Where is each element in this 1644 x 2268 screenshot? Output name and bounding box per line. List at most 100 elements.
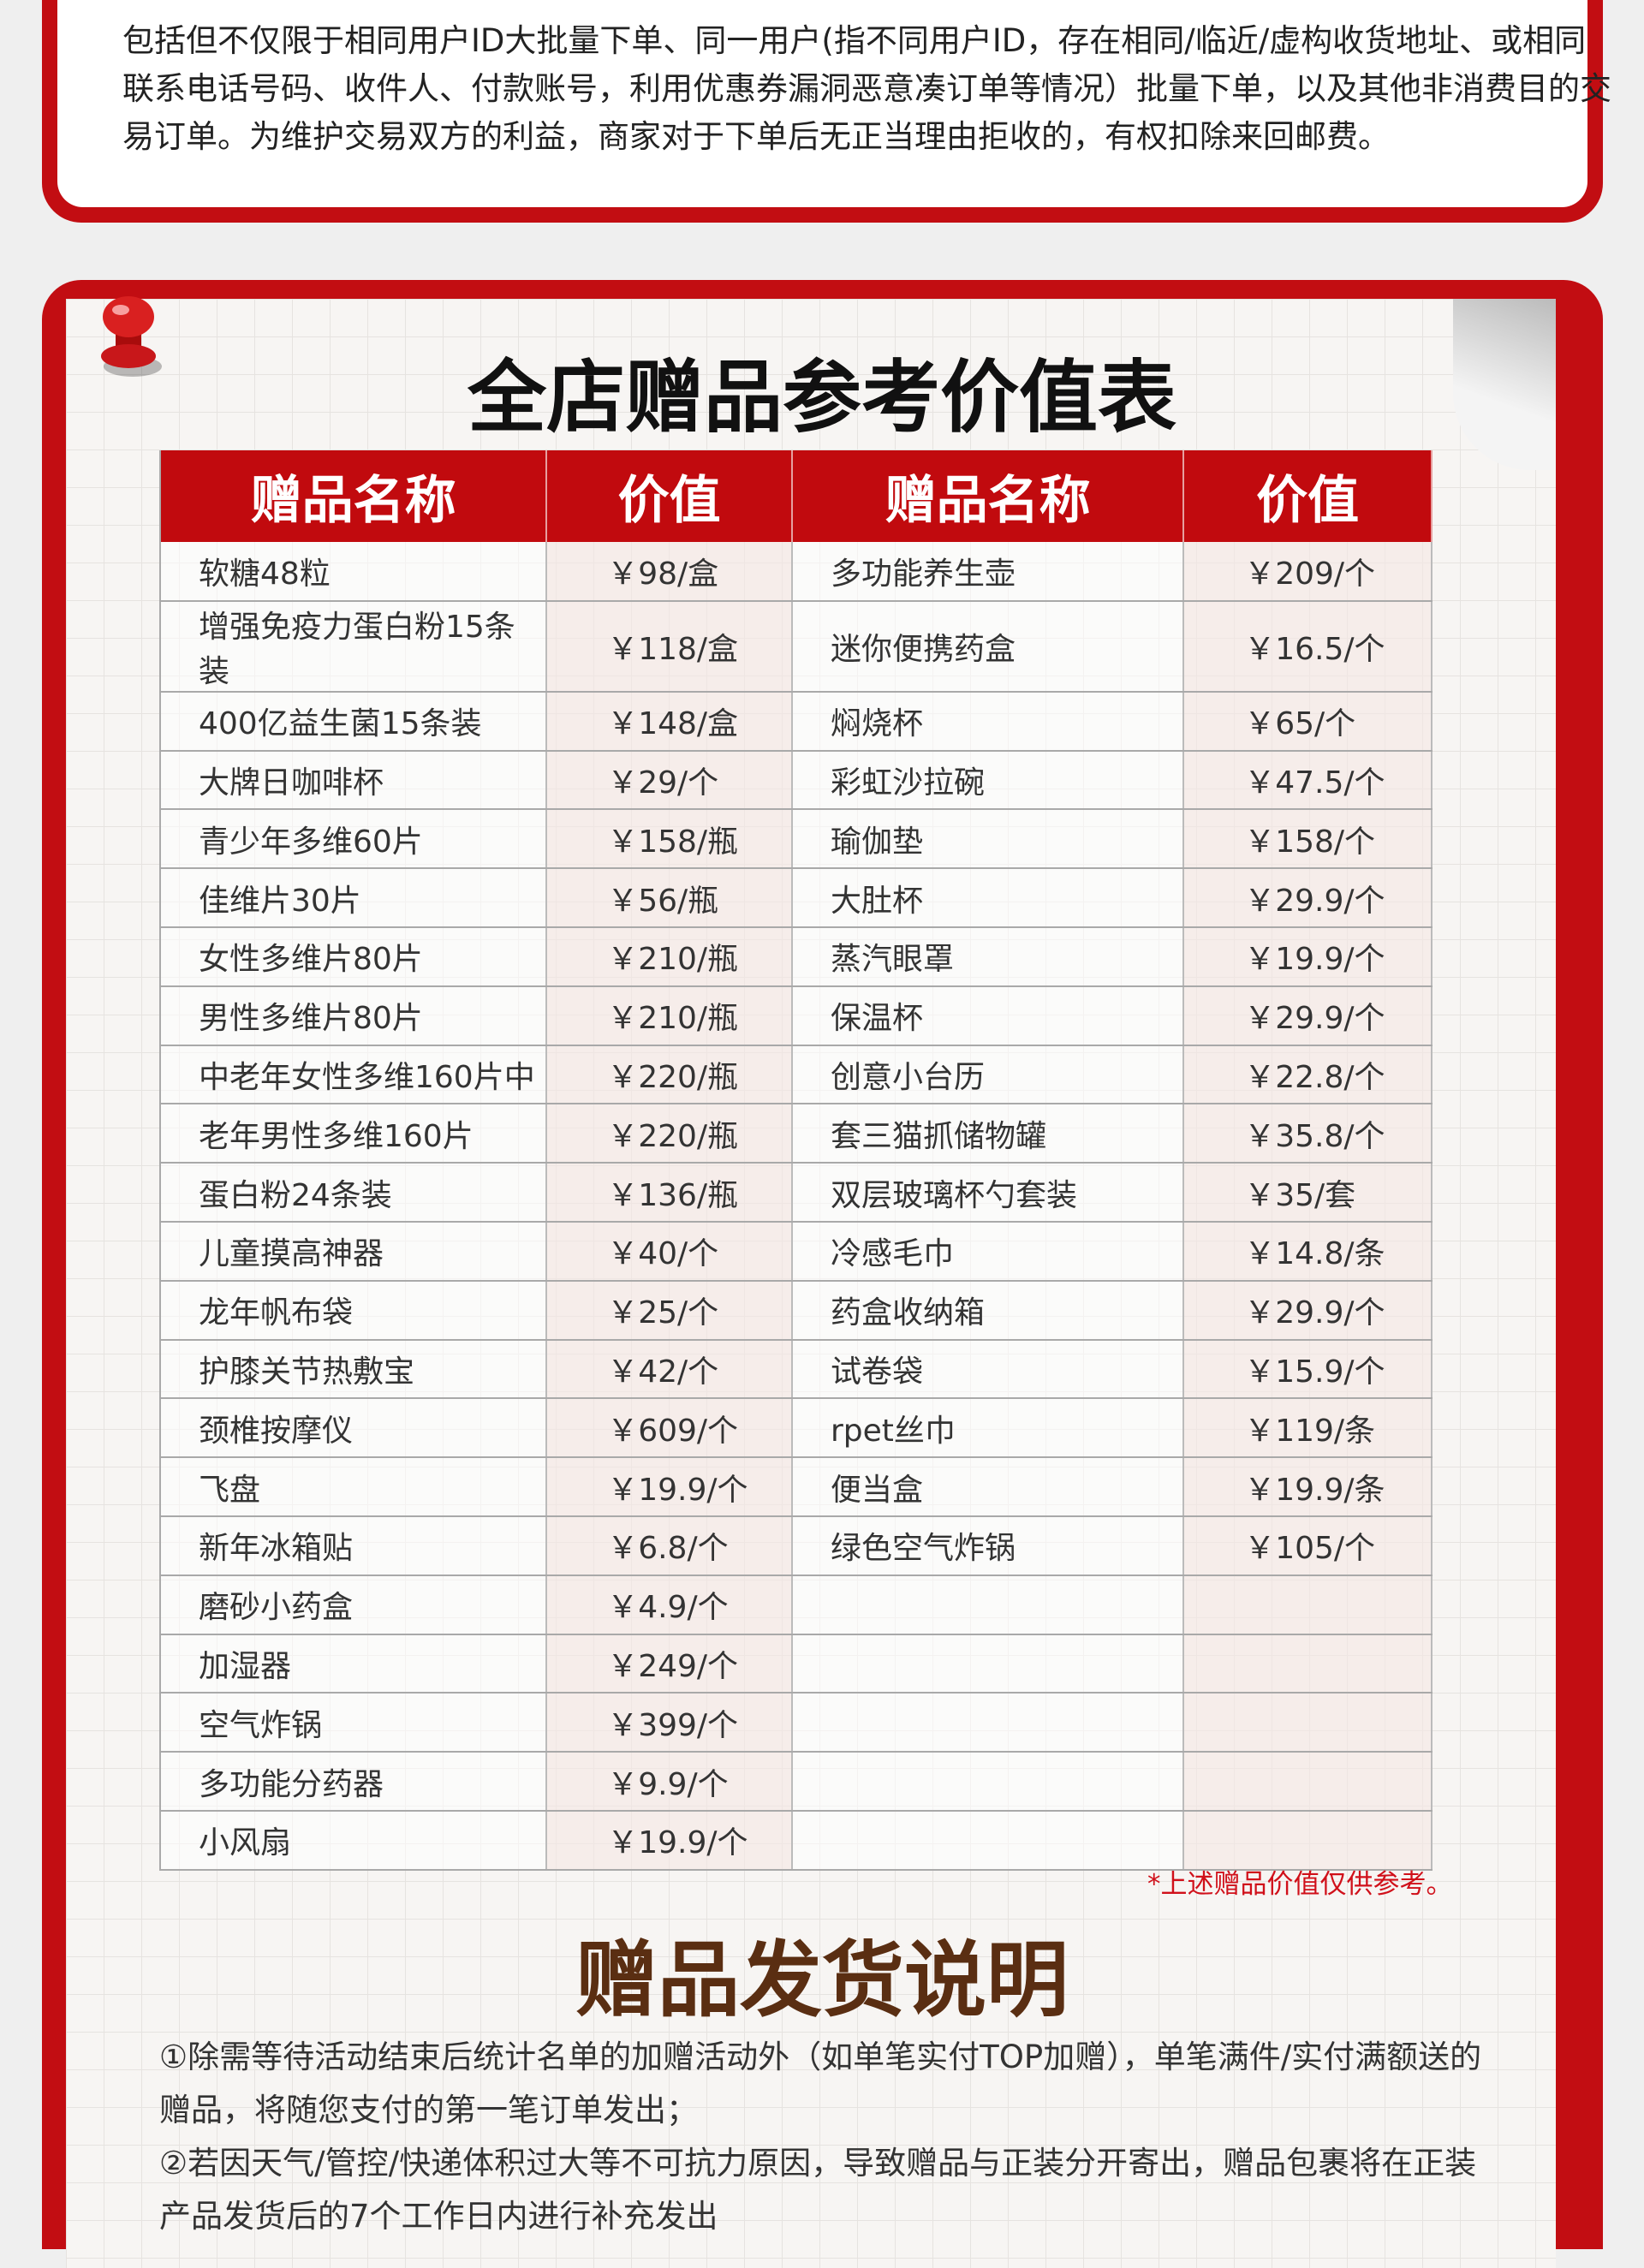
gift-value: ￥220/瓶 — [546, 1045, 793, 1105]
gift-name: 飞盘 — [160, 1457, 548, 1517]
gift-value: ￥29/个 — [546, 750, 793, 811]
gift-name: 彩虹沙拉碗 — [791, 750, 1185, 811]
gift-value — [1183, 1693, 1433, 1753]
gift-value: ￥210/瓶 — [546, 985, 793, 1046]
gift-name: 蒸汽眼罩 — [791, 926, 1185, 987]
gift-name: 龙年帆布袋 — [160, 1280, 548, 1341]
table-row: 儿童摸高神器 ￥40/个 冷感毛巾 ￥14.8/条 — [160, 1221, 1433, 1282]
gift-value: ￥4.9/个 — [546, 1575, 793, 1635]
gift-name: rpet丝巾 — [791, 1398, 1185, 1459]
notice-text: 包括但不仅限于相同用户ID大批量下单、同一用户(指不同用户ID，存在相同/临近/… — [122, 22, 1611, 155]
gift-value: ￥119/条 — [1183, 1398, 1433, 1459]
gift-value: ￥609/个 — [546, 1398, 793, 1459]
gift-name: 双层玻璃杯勺套装 — [791, 1163, 1185, 1223]
footnote: *上述赠品价值仅供参考。 — [1147, 1869, 1453, 1900]
gift-value: ￥136/瓶 — [546, 1163, 793, 1223]
gift-name: 女性多维片80片 — [160, 926, 548, 987]
gift-value: ￥16.5/个 — [1183, 600, 1433, 693]
shipping-note: ②若因天气/管控/快递体积过大等不可抗力原因，导致赠品与正装分开寄出，赠品包裹将… — [159, 2145, 1477, 2235]
gift-value: ￥29.9/个 — [1183, 1280, 1433, 1341]
gift-value — [1183, 1634, 1433, 1694]
gift-name: 套三猫抓储物罐 — [791, 1104, 1185, 1164]
shipping-note: ①除需等待活动结束后统计名单的加赠活动外（如单笔实付TOP加赠），单笔满件/实付… — [159, 2039, 1482, 2128]
gift-name: 绿色空气炸锅 — [791, 1515, 1185, 1576]
gift-name: 软糖48粒 — [160, 542, 548, 602]
gift-name: 大肚杯 — [791, 868, 1185, 928]
table-row: 多功能分药器 ￥9.9/个 — [160, 1752, 1433, 1812]
header-value: 价值 — [546, 450, 793, 542]
gift-value: ￥220/瓶 — [546, 1104, 793, 1164]
gift-value: ￥19.9/个 — [546, 1457, 793, 1517]
table-title: 全店赠品参考价值表 — [467, 352, 1176, 443]
gift-value: ￥19.9/个 — [1183, 926, 1433, 987]
gift-value: ￥15.9/个 — [1183, 1339, 1433, 1400]
gift-name: 瑜伽垫 — [791, 809, 1185, 870]
gift-value: ￥35/套 — [1183, 1163, 1433, 1223]
gift-value — [1183, 1810, 1433, 1871]
gift-name: 增强免疫力蛋白粉15条装 — [160, 600, 548, 693]
gift-value: ￥148/盒 — [546, 691, 793, 752]
table-row: 小风扇 ￥19.9/个 — [160, 1810, 1433, 1871]
gift-value: ￥14.8/条 — [1183, 1221, 1433, 1282]
gift-value: ￥40/个 — [546, 1221, 793, 1282]
table-row: 空气炸锅 ￥399/个 — [160, 1693, 1433, 1753]
gift-name: 空气炸锅 — [160, 1693, 548, 1753]
gift-name: 多功能养生壶 — [791, 542, 1185, 602]
table-row: 软糖48粒 ￥98/盒 多功能养生壶 ￥209/个 — [160, 542, 1433, 602]
gift-value: ￥210/瓶 — [546, 926, 793, 987]
shipping-notes: ①除需等待活动结束后统计名单的加赠活动外（如单笔实付TOP加赠），单笔满件/实付… — [159, 2031, 1495, 2243]
table-row: 中老年女性多维160片中 ￥220/瓶 创意小台历 ￥22.8/个 — [160, 1045, 1433, 1105]
table-row: 磨砂小药盒 ￥4.9/个 — [160, 1575, 1433, 1635]
gift-name: 400亿益生菌15条装 — [160, 691, 548, 752]
gift-value: ￥22.8/个 — [1183, 1045, 1433, 1105]
table-row: 飞盘 ￥19.9/个 便当盒 ￥19.9/条 — [160, 1457, 1433, 1517]
gift-value: ￥98/盒 — [546, 542, 793, 602]
gift-value: ￥249/个 — [546, 1634, 793, 1694]
gift-value — [1183, 1575, 1433, 1635]
gift-name: 冷感毛巾 — [791, 1221, 1185, 1282]
gift-name: 中老年女性多维160片中 — [160, 1045, 548, 1105]
table-row: 佳维片30片 ￥56/瓶 大肚杯 ￥29.9/个 — [160, 868, 1433, 928]
gift-name: 试卷袋 — [791, 1339, 1185, 1400]
gift-name: 老年男性多维160片 — [160, 1104, 548, 1164]
gift-value: ￥42/个 — [546, 1339, 793, 1400]
gift-name: 磨砂小药盒 — [160, 1575, 548, 1635]
table-row: 龙年帆布袋 ￥25/个 药盒收纳箱 ￥29.9/个 — [160, 1280, 1433, 1341]
gift-value: ￥19.9/个 — [546, 1810, 793, 1871]
gift-value: ￥6.8/个 — [546, 1515, 793, 1576]
gift-value: ￥105/个 — [1183, 1515, 1433, 1576]
table-row: 青少年多维60片 ￥158/瓶 瑜伽垫 ￥158/个 — [160, 809, 1433, 870]
gift-value: ￥47.5/个 — [1183, 750, 1433, 811]
gift-value: ￥65/个 — [1183, 691, 1433, 752]
gift-name: 焖烧杯 — [791, 691, 1185, 752]
gift-name: 大牌日咖啡杯 — [160, 750, 548, 811]
table-row: 加湿器 ￥249/个 — [160, 1634, 1433, 1694]
table-row: 女性多维片80片 ￥210/瓶 蒸汽眼罩 ￥19.9/个 — [160, 926, 1433, 987]
gift-value: ￥56/瓶 — [546, 868, 793, 928]
gift-value: ￥9.9/个 — [546, 1752, 793, 1812]
pushpin-icon — [101, 296, 162, 377]
gift-value: ￥19.9/条 — [1183, 1457, 1433, 1517]
table-row: 颈椎按摩仪 ￥609/个 rpet丝巾 ￥119/条 — [160, 1398, 1433, 1459]
header-name: 赠品名称 — [791, 450, 1185, 542]
gift-value: ￥118/盒 — [546, 600, 793, 693]
gift-name: 男性多维片80片 — [160, 985, 548, 1046]
gift-name: 新年冰箱贴 — [160, 1515, 548, 1576]
table-row: 蛋白粉24条装 ￥136/瓶 双层玻璃杯勺套装 ￥35/套 — [160, 1163, 1433, 1223]
gift-name — [791, 1634, 1185, 1694]
table-row: 400亿益生菌15条装 ￥148/盒 焖烧杯 ￥65/个 — [160, 691, 1433, 752]
table-row: 老年男性多维160片 ￥220/瓶 套三猫抓储物罐 ￥35.8/个 — [160, 1104, 1433, 1164]
gift-name — [791, 1752, 1185, 1812]
gift-name: 护膝关节热敷宝 — [160, 1339, 548, 1400]
table-row: 大牌日咖啡杯 ￥29/个 彩虹沙拉碗 ￥47.5/个 — [160, 750, 1433, 811]
gift-value: ￥158/瓶 — [546, 809, 793, 870]
gift-name — [791, 1810, 1185, 1871]
page-curl — [1453, 299, 1556, 470]
gift-value: ￥399/个 — [546, 1693, 793, 1753]
gift-name: 加湿器 — [160, 1634, 548, 1694]
gift-name: 小风扇 — [160, 1810, 548, 1871]
gift-value: ￥29.9/个 — [1183, 868, 1433, 928]
gift-name: 便当盒 — [791, 1457, 1185, 1517]
gift-name: 药盒收纳箱 — [791, 1280, 1185, 1341]
gift-name: 保温杯 — [791, 985, 1185, 1046]
